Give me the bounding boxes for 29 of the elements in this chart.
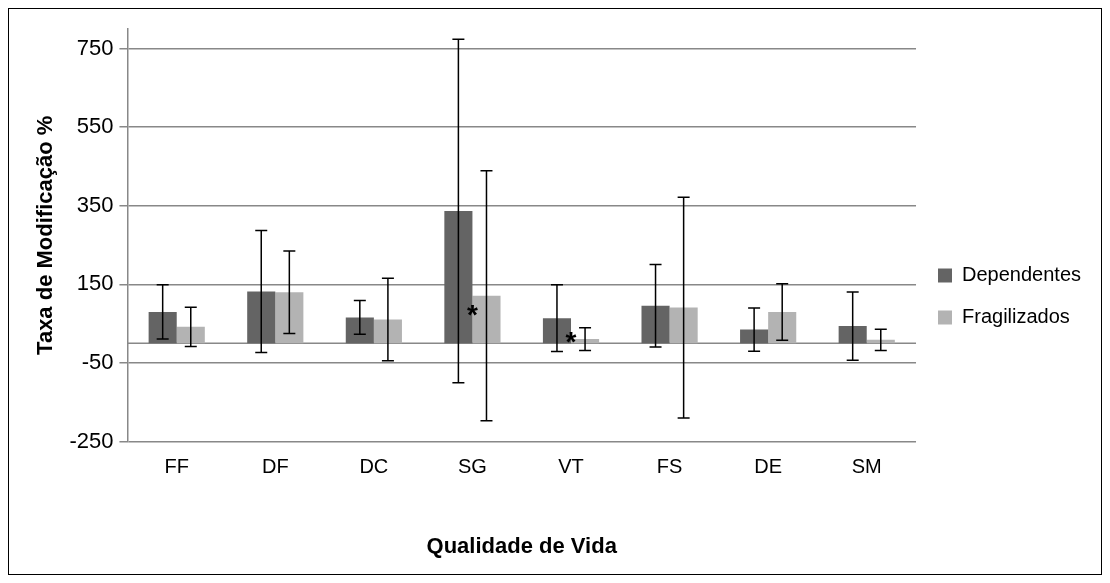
bar <box>641 305 670 344</box>
x-tick-label: SG <box>457 455 487 478</box>
x-tick-label: FF <box>164 455 189 478</box>
x-tick-label: FS <box>656 455 683 478</box>
bar <box>176 326 205 344</box>
bar <box>838 326 867 344</box>
bar <box>148 311 177 344</box>
bar <box>275 292 304 344</box>
y-tick-label: 350 <box>76 191 114 217</box>
y-tick-label: 150 <box>76 270 114 296</box>
bar <box>669 307 698 344</box>
x-tick-label: DC <box>359 455 389 478</box>
annotation: * <box>466 299 478 331</box>
legend-label: Fragilizados <box>962 305 1070 328</box>
x-tick-label: DE <box>754 455 783 478</box>
y-tick-label: -250 <box>69 427 114 453</box>
y-axis-title: Taxa de Modificação % <box>32 115 58 355</box>
y-tick-label: 750 <box>76 34 114 60</box>
x-axis-title: Qualidade de Vida <box>426 532 618 558</box>
x-tick-label: SM <box>851 455 882 478</box>
x-tick-label: DF <box>261 455 289 478</box>
annotation: * <box>565 325 577 357</box>
bar <box>373 319 402 344</box>
bar <box>345 317 374 344</box>
bar <box>247 291 276 344</box>
legend-label: Dependentes <box>962 263 1081 286</box>
x-tick-label: VT <box>558 455 584 478</box>
y-tick-label: -50 <box>81 349 114 375</box>
y-tick-label: 550 <box>76 113 114 139</box>
